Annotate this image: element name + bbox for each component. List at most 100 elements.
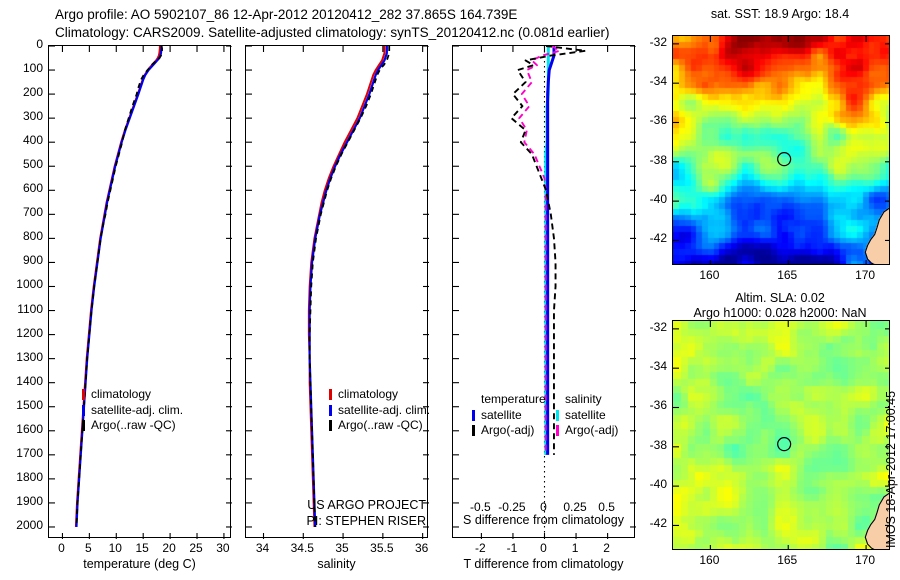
difference-profile-panel <box>452 45 636 539</box>
diff-temperature-legend-label: satellite <box>481 407 522 422</box>
depth-tick-100: 100 <box>22 61 43 76</box>
salinity-legend-item: Argo(..raw -QC) <box>329 418 430 434</box>
salinity-difference-label: S difference from climatology <box>463 513 624 527</box>
depth-tick-400: 400 <box>22 133 43 148</box>
temperature-legend-swatch-icon <box>82 404 85 416</box>
depth-tick-1800: 1800 <box>16 469 43 484</box>
salinity-x-tick-34.5: 34.5 <box>290 541 314 555</box>
diff-temperature-legend-label: Argo(-adj) <box>481 423 535 437</box>
diff-salinity-legend-label: Argo(-adj) <box>565 423 619 437</box>
sla-lat-tick--36: -36 <box>649 398 667 413</box>
depth-tick-600: 600 <box>22 181 43 196</box>
salinity-legend-swatch-icon <box>329 404 332 416</box>
sst-map-overlay <box>673 36 889 264</box>
diff-temperature-legend-header: temperature <box>481 392 546 406</box>
sst-lat-tick--36: -36 <box>649 113 667 128</box>
imos-timestamp: IMOS 18-Apr-2012 17:00:45 <box>884 390 898 548</box>
title-line-2: Climatology: CARS2009. Satellite-adjuste… <box>55 25 610 40</box>
temperature-legend-swatch-icon <box>82 389 85 401</box>
diff-salinity-tick--0.25: -0.25 <box>498 500 526 514</box>
project-credit-line-1: US ARGO PROJECT <box>307 498 426 512</box>
temperature-x-tick-0: 0 <box>58 541 65 555</box>
depth-tick-700: 700 <box>22 205 43 220</box>
diff-salinity-tick-0: 0 <box>540 500 547 514</box>
depth-tick-300: 300 <box>22 109 43 124</box>
salinity-legend-swatch-icon <box>329 389 332 401</box>
temperature-x-tick-5: 5 <box>85 541 92 555</box>
temperature-difference-label: T difference from climatology <box>463 557 624 571</box>
depth-tick-2000: 2000 <box>16 517 43 532</box>
sla-lon-tick-165: 165 <box>777 553 798 567</box>
sla-lat-tick--34: -34 <box>649 359 667 374</box>
diff-salinity-legend-item: satellite <box>556 408 618 424</box>
diff-temperature-legend-item: satellite <box>472 408 546 424</box>
diff-salinity-legend-swatch-icon <box>556 425 559 437</box>
salinity-legend-label: climatology <box>338 387 399 401</box>
salinity-x-tick-35.5: 35.5 <box>370 541 394 555</box>
sla-lat-tick--32: -32 <box>649 319 667 334</box>
temperature-legend-swatch-icon <box>82 420 85 432</box>
temperature-profile-panel <box>48 45 232 539</box>
diff-temperature-tick--2: -2 <box>475 541 486 555</box>
sla-map-overlay <box>673 321 889 549</box>
diff-temperature-legend-swatch-icon <box>472 425 475 437</box>
difference-temperature-legend: temperature satellite Argo(-adj) <box>472 392 546 439</box>
depth-tick-0: 0 <box>36 37 43 51</box>
salinity-profile-panel <box>245 45 429 539</box>
difference-salinity-legend: salinity satellite Argo(-adj) <box>556 392 618 439</box>
salinity-legend-item: climatology <box>329 387 430 403</box>
diff-temperature-legend-swatch-icon <box>472 409 475 421</box>
salinity-legend-swatch-icon <box>329 420 332 432</box>
diff-temperature-tick-0: 0 <box>540 541 547 555</box>
sla-lat-tick--40: -40 <box>649 477 667 492</box>
title-line-1: Argo profile: AO 5902107_86 12-Apr-2012 … <box>55 7 518 22</box>
temperature-legend: climatology satellite-adj. clim. Argo(..ra… <box>82 387 183 434</box>
sst-map[interactable] <box>672 35 890 265</box>
coastline <box>864 492 889 549</box>
sla-heatmap-canvas <box>673 321 889 549</box>
diff-salinity-legend-header: salinity <box>565 392 602 406</box>
temperature-legend-label: Argo(..raw -QC) <box>91 418 176 432</box>
depth-tick-1300: 1300 <box>16 349 43 364</box>
float-position-marker <box>777 437 792 452</box>
temperature-profile-plot <box>49 46 232 539</box>
diff-salinity-tick-0.25: 0.25 <box>563 500 587 514</box>
sst-lat-tick--32: -32 <box>649 34 667 49</box>
float-position-marker <box>777 152 792 167</box>
sst-map-title: sat. SST: 18.9 Argo: 18.4 <box>710 7 850 21</box>
salinity-axis-label: salinity <box>317 557 356 571</box>
depth-tick-1000: 1000 <box>16 277 43 292</box>
temperature-legend-label: satellite-adj. clim. <box>91 402 184 417</box>
sla-map-title-line-2: Argo h1000: 0.028 h2000: NaN <box>693 306 867 320</box>
depth-tick-1500: 1500 <box>16 397 43 412</box>
temperature-x-tick-10: 10 <box>108 541 122 555</box>
salinity-legend-label: satellite-adj. clim. <box>338 402 431 417</box>
salinity-x-tick-35: 35 <box>335 541 349 555</box>
salinity-x-tick-34: 34 <box>255 541 270 555</box>
depth-tick-800: 800 <box>22 229 43 244</box>
diff-temperature-tick-2: 2 <box>603 541 610 555</box>
project-credit: US ARGO PROJECT PI: STEPHEN RISER <box>268 498 426 529</box>
project-credit-line-2: PI: STEPHEN RISER <box>306 513 426 528</box>
salinity-legend-item: satellite-adj. clim. <box>329 403 430 419</box>
temperature-axis-label: temperature (deg C) <box>83 557 196 571</box>
salinity-x-tick-36: 36 <box>414 541 429 555</box>
sst-lat-tick--34: -34 <box>649 74 667 89</box>
depth-tick-500: 500 <box>22 157 43 172</box>
temperature-x-tick-15: 15 <box>135 541 149 555</box>
sst-heatmap-canvas <box>673 36 889 264</box>
diff-temperature-legend-item: Argo(-adj) <box>472 423 546 439</box>
diff-salinity-tick-0.5: 0.5 <box>598 500 615 514</box>
temperature-legend-label: climatology <box>91 387 152 401</box>
difference-profile-plot <box>453 46 636 539</box>
diff-salinity-legend-item: Argo(-adj) <box>556 423 618 439</box>
depth-tick-1100: 1100 <box>17 301 43 316</box>
depth-tick-1400: 1400 <box>16 373 43 388</box>
figure-title: Argo profile: AO 5902107_86 12-Apr-2012 … <box>55 6 695 42</box>
diff-temperature-tick-1: 1 <box>571 541 579 555</box>
depth-tick-1900: 1900 <box>16 493 43 508</box>
salinity-profile-plot <box>246 46 429 539</box>
sla-map[interactable] <box>672 320 890 550</box>
temperature-x-tick-20: 20 <box>162 541 176 555</box>
